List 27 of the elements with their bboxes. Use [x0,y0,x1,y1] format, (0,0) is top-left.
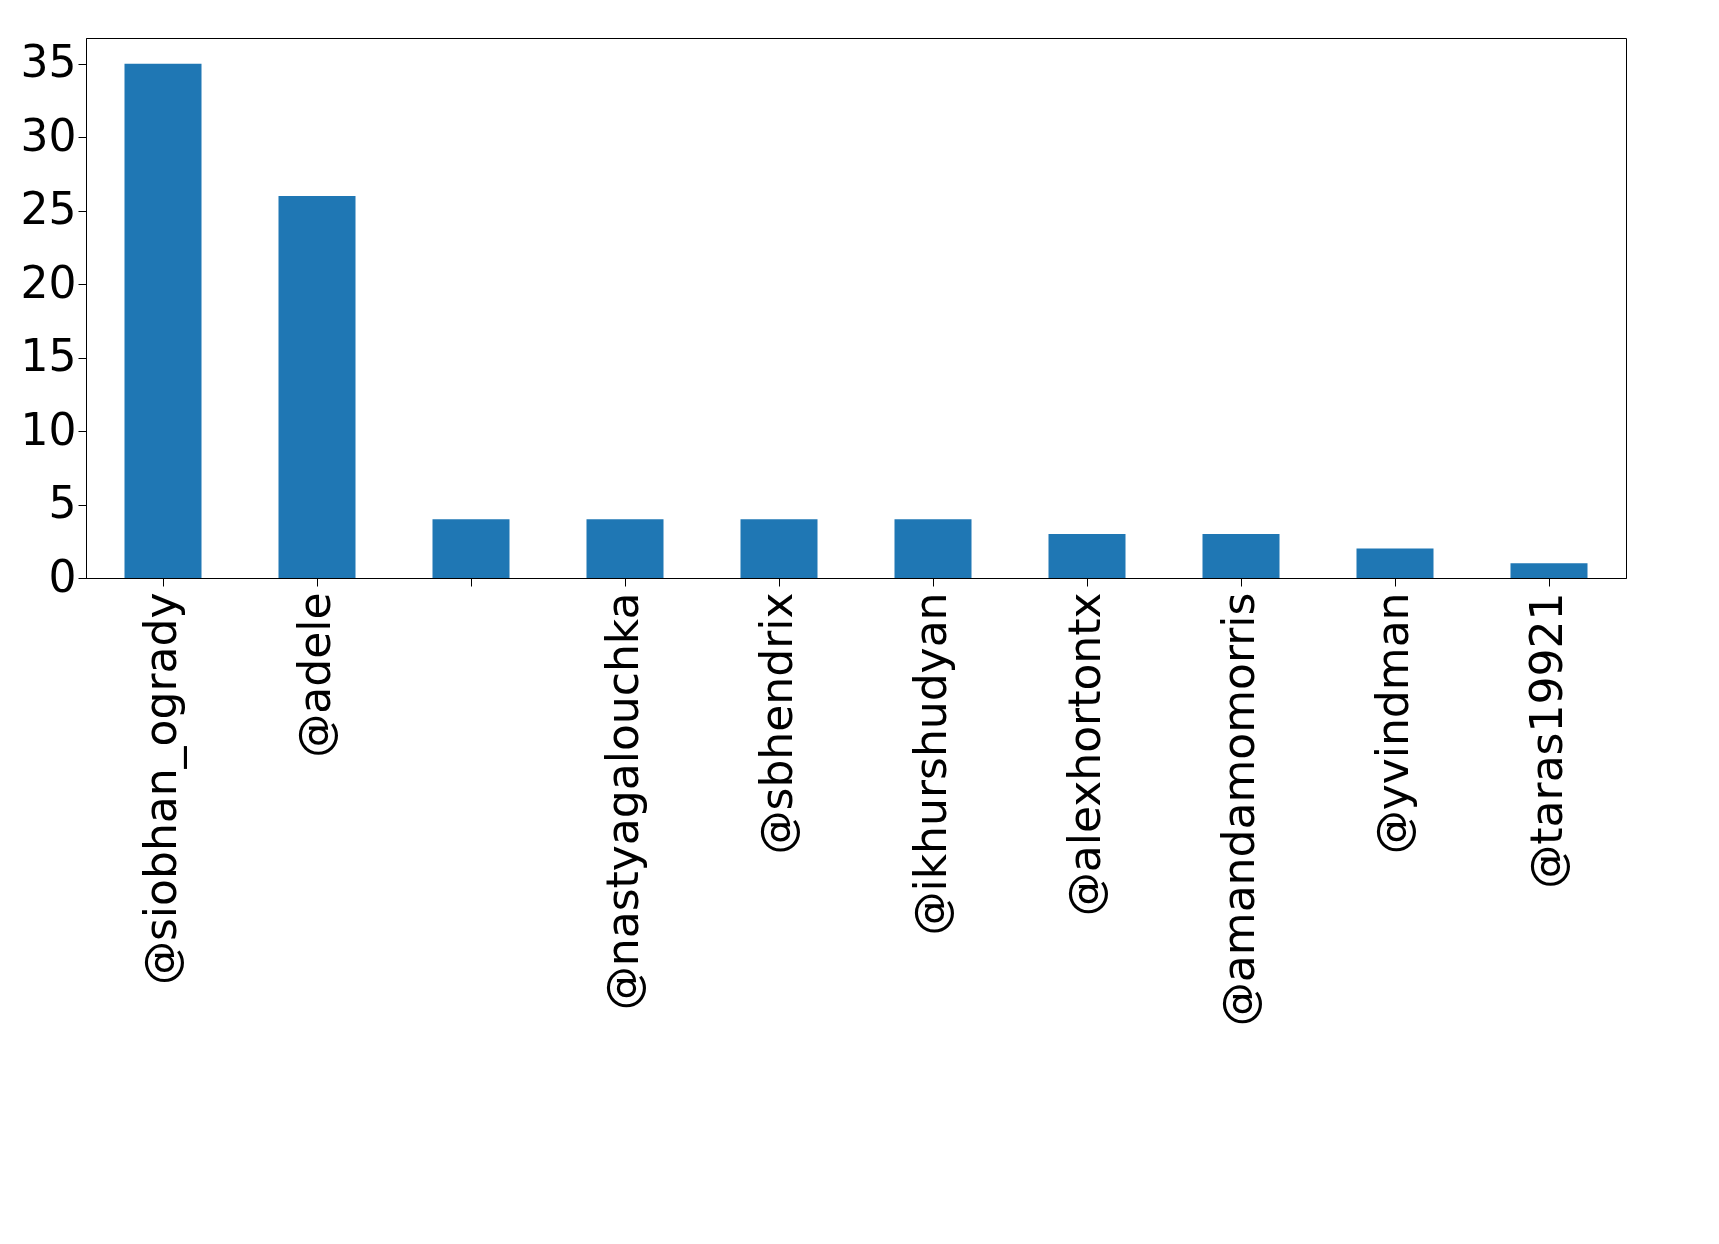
x-tick-label: @sbhendrix [751,592,802,855]
x-tick-label: @nastyagalouchka [597,592,648,1011]
x-tick-label: @alexhortontx [1059,592,1110,917]
y-tick-label: 30 [20,109,77,161]
y-tick-label: 35 [20,36,77,88]
bar [1356,548,1434,578]
bar [1048,533,1126,578]
y-tick-label: 25 [20,183,77,235]
y-tick-label: 20 [20,256,77,308]
bar [124,63,202,578]
y-tick-label: 0 [48,550,77,602]
x-tick-label: @adele [289,592,340,758]
bar [586,519,664,578]
y-tick-label: 5 [48,477,77,529]
bar [432,519,510,578]
bar [278,195,356,578]
bar [894,519,972,578]
x-tick-label: @ikhurshudyan [905,592,956,936]
x-tick-label: @siobhan_ogrady [135,592,187,986]
x-tick-label: @amandamomorris [1213,592,1264,1027]
y-tick-label: 15 [20,330,77,382]
bar [1202,533,1280,578]
bar [740,519,818,578]
y-tick-label: 10 [20,403,77,455]
bar [1510,563,1588,578]
x-tick-label: @taras19921 [1521,592,1572,889]
x-tick-label: @yvindman [1367,592,1418,855]
